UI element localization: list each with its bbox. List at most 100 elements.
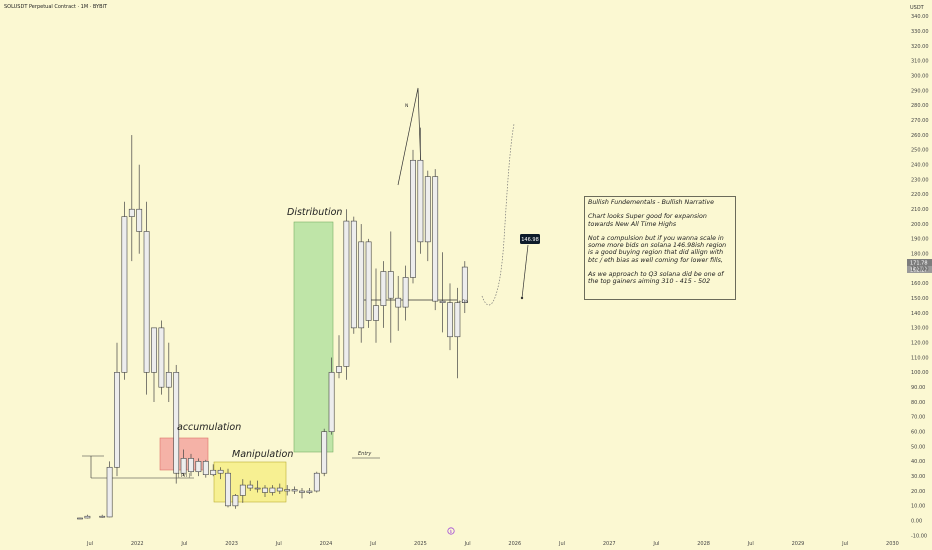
y-tick-label: 180.00 (911, 252, 929, 258)
x-tick-label: 2030 (886, 541, 899, 547)
note-line-4: As we approach to Q3 solana did be one o… (588, 271, 724, 286)
candle-body (424, 176, 431, 243)
candle (306, 488, 313, 494)
manipulation-label: Manipulation (232, 449, 293, 460)
candle-body (114, 372, 120, 468)
candle-body (454, 302, 461, 338)
y-tick-label: 190.00 (911, 237, 929, 243)
y-tick-label: 200.00 (911, 222, 929, 228)
candle (365, 238, 372, 328)
candle (424, 170, 431, 262)
candle (232, 493, 239, 509)
candle-body (328, 372, 335, 432)
candle-body (343, 220, 350, 367)
candle (432, 169, 439, 311)
candle (254, 480, 261, 493)
candle (395, 275, 402, 331)
candle-body (380, 271, 387, 306)
y-tick-label: 70.00 (911, 415, 925, 421)
y-tick-label: 230.00 (911, 177, 929, 183)
candle (373, 268, 379, 343)
candle (417, 127, 424, 254)
y-tick-label: 310.00 (911, 59, 929, 65)
x-tick-label: Jul (558, 541, 565, 547)
price-label-current: 171.78 (910, 261, 928, 267)
candle-body (77, 517, 83, 520)
candle-body (395, 297, 402, 308)
candle-body (202, 461, 209, 475)
candle (380, 261, 387, 328)
candle-body (432, 176, 439, 302)
y-tick-label: 130.00 (911, 326, 929, 332)
candle (195, 458, 202, 477)
candle (151, 327, 157, 403)
candle-body (269, 487, 276, 493)
candles (77, 127, 468, 520)
candle-body (188, 458, 194, 473)
candle-body (439, 300, 446, 303)
candle (343, 209, 350, 380)
price-label-current-bg (907, 259, 932, 266)
y-tick-label: 220.00 (911, 192, 929, 198)
y-tick-label: 110.00 (911, 355, 929, 361)
candle (276, 483, 283, 494)
y-tick-label: 160.00 (911, 281, 929, 287)
wedge-n-label: N (405, 103, 408, 109)
candle-body (262, 487, 268, 493)
badge-arrow-dot (520, 296, 524, 300)
candle (128, 135, 135, 262)
candle-body (225, 472, 231, 507)
candle-body (180, 458, 187, 474)
x-tick-label: Jul (841, 541, 848, 547)
x-tick-label: Jul (275, 541, 282, 547)
candle (291, 486, 298, 494)
candle-body (291, 489, 298, 492)
y-tick-label: 210.00 (911, 207, 929, 213)
event-marker-glyph: $ (450, 529, 453, 534)
wedge-lines (397, 87, 422, 186)
x-tick-label: Jul (369, 541, 376, 547)
y-tick-label: 250.00 (911, 148, 929, 154)
candle-body (306, 490, 313, 493)
candle-body (136, 208, 143, 232)
x-tick-label: 2023 (225, 541, 238, 547)
candle-body (106, 466, 113, 518)
candle-body (173, 372, 180, 474)
y-tick-label: 90.00 (911, 385, 925, 391)
x-axis[interactable]: Jul 2022 Jul 2023 Jul 2024 Jul 2025 Jul 2026 Jul 20… (86, 541, 899, 547)
candle-body (358, 241, 365, 329)
candle-body (247, 484, 254, 489)
note-line-1: Bullish Fundementals - Bullish Narrative (588, 199, 714, 206)
badge-arrow (521, 244, 529, 299)
distribution-zone (293, 221, 334, 453)
candle (350, 216, 357, 334)
event-marker-icon[interactable] (447, 527, 455, 535)
candle-body (121, 216, 128, 373)
y-tick-label: 30.00 (911, 474, 925, 480)
candle-body (254, 487, 261, 490)
y-axis[interactable]: -10.00 0.00 10.00 20.00 30.00 40.00 50.00 60.00… (911, 14, 929, 539)
candle (165, 342, 172, 403)
candle (447, 283, 453, 351)
candle (247, 480, 254, 492)
candle-body (313, 472, 320, 492)
candle (143, 201, 150, 395)
y-tick-label: 270.00 (911, 118, 929, 124)
candle (313, 471, 320, 493)
candle (84, 514, 91, 519)
candle (180, 449, 187, 477)
currency-label[interactable]: USDT (910, 5, 924, 11)
y-tick-label: 260.00 (911, 133, 929, 139)
candle-body (365, 241, 372, 321)
candle-body (387, 271, 394, 299)
x-tick-label: 2025 (414, 541, 427, 547)
x-tick-label: 2027 (603, 541, 616, 547)
candle (121, 201, 128, 380)
projection-path (481, 123, 515, 306)
candle-body (276, 487, 283, 492)
y-tick-label: 100.00 (911, 370, 929, 376)
candle (461, 261, 468, 314)
prl-label: [ Prl ] (178, 473, 190, 479)
